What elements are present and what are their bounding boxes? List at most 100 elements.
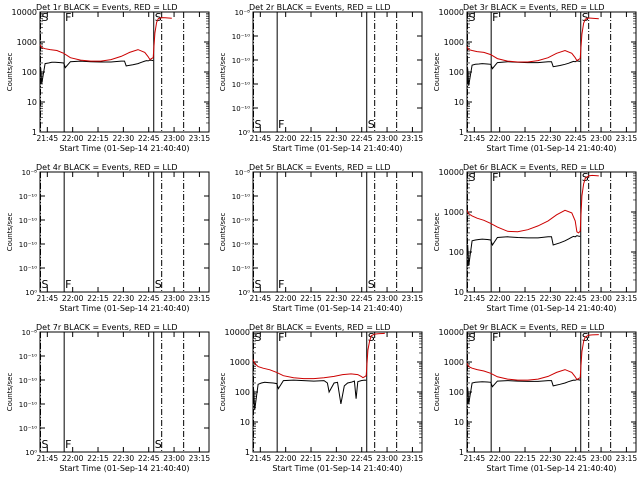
marker-label: S: [42, 438, 49, 451]
x-tick-label: 22:30: [540, 294, 562, 303]
x-tick-label: 22:45: [351, 134, 373, 143]
marker-label: S: [255, 118, 262, 131]
marker-label: S: [155, 11, 162, 24]
x-tick-label: 21:45: [464, 294, 486, 303]
x-tick-label: 22:15: [87, 294, 109, 303]
lld-series-line: [466, 174, 599, 234]
marker-label: S: [368, 278, 375, 291]
events-series-line: [466, 379, 581, 404]
y-tick-label: 10⁻¹⁰: [19, 353, 37, 361]
marker-label: S: [42, 11, 49, 24]
y-axis-label: Counts/sec: [219, 373, 227, 412]
marker-label: F: [65, 278, 71, 291]
marker-label: S: [582, 171, 589, 184]
x-tick-label: 23:00: [376, 134, 398, 143]
x-tick-label: 21:45: [37, 294, 59, 303]
x-tick-label: 23:15: [402, 454, 424, 463]
events-series-line: [466, 235, 581, 266]
marker-label: S: [469, 171, 476, 184]
y-tick-label: 10000: [12, 8, 37, 17]
x-tick-label: 21:45: [250, 454, 272, 463]
x-axis-label: Start Time (01-Sep-14 21:40:40): [59, 304, 189, 313]
x-tick-label: 22:00: [489, 454, 511, 463]
panel-det4r: Det 4r BLACK = Events, RED = LLD 10⁰ 10⁻¹⁰…: [6, 163, 210, 313]
plot-frame: [39, 331, 210, 453]
x-tick-label: 22:30: [113, 294, 135, 303]
x-tick-label: 23:15: [616, 134, 638, 143]
y-tick-label: 10000: [439, 328, 464, 337]
y-tick-label: 10000: [439, 8, 464, 17]
x-tick-label: 23:15: [402, 294, 424, 303]
y-tick-label: 100: [22, 68, 37, 77]
x-tick-label: 21:45: [37, 454, 59, 463]
y-tick-label: 10⁻¹⁰: [232, 193, 250, 201]
y-tick-label: 10⁰: [25, 449, 37, 457]
lld-series-line: [252, 332, 385, 380]
y-tick-label: 10: [27, 98, 37, 107]
x-tick-label: 22:15: [514, 454, 536, 463]
y-axis-label: Counts/sec: [219, 213, 227, 252]
x-tick-label: 22:15: [300, 134, 322, 143]
y-tick-label: 10⁻⁸: [235, 169, 251, 177]
plot-frame: [252, 11, 423, 133]
x-tick-label: 22:45: [565, 294, 587, 303]
y-tick-label: 10⁻¹⁰: [19, 193, 37, 201]
x-tick-label: 22:00: [62, 454, 84, 463]
y-tick-label: 10⁻¹⁰: [19, 401, 37, 409]
x-tick-label: 23:00: [163, 454, 185, 463]
y-tick-label: 10⁻¹⁰: [19, 265, 37, 273]
marker-label: F: [492, 331, 498, 344]
x-axis-label: Start Time (01-Sep-14 21:40:40): [272, 464, 402, 473]
panel-title: Det 4r BLACK = Events, RED = LLD: [36, 163, 178, 172]
x-axis-label: Start Time (01-Sep-14 21:40:40): [486, 464, 616, 473]
marker-label: S: [469, 11, 476, 24]
x-tick-label: 22:45: [351, 454, 373, 463]
y-tick-label: 10⁻¹⁰: [19, 377, 37, 385]
x-axis-label: Start Time (01-Sep-14 21:40:40): [59, 144, 189, 153]
x-tick-label: 21:45: [37, 134, 59, 143]
panel-det6r: Det 6r BLACK = Events, RED = LLD 10 100 100…: [433, 163, 637, 313]
marker-label: F: [278, 118, 284, 131]
y-tick-label: 1: [32, 128, 37, 137]
y-tick-label: 1000: [444, 358, 464, 367]
x-tick-label: 22:30: [540, 454, 562, 463]
y-axis-label: Counts/sec: [6, 213, 14, 252]
x-tick-label: 23:15: [189, 454, 211, 463]
panel-title: Det 7r BLACK = Events, RED = LLD: [36, 323, 178, 332]
y-tick-label: 10⁻⁸: [22, 329, 38, 337]
y-tick-label: 10⁰: [238, 289, 250, 297]
panel-det2r: Det 2r BLACK = Events, RED = LLD 10⁰ 10⁻¹⁰…: [219, 3, 423, 153]
panel-det1r: Det 1r BLACK = Events, RED = LLD 1 10 100 10…: [6, 3, 210, 153]
y-tick-label: 10⁻¹⁰: [232, 265, 250, 273]
y-tick-label: 10⁰: [25, 289, 37, 297]
y-tick-label: 10: [454, 418, 464, 427]
marker-label: S: [582, 11, 589, 24]
y-tick-label: 1: [245, 448, 250, 457]
panel-det9r: Det 9r BLACK = Events, RED = LLD 1 10 100 10…: [433, 323, 637, 473]
marker-label: S: [155, 278, 162, 291]
x-tick-label: 23:00: [590, 454, 612, 463]
y-tick-label: 10⁰: [238, 129, 250, 137]
marker-label: F: [492, 171, 498, 184]
y-tick-label: 10: [240, 418, 250, 427]
x-tick-label: 23:00: [163, 294, 185, 303]
panels-group: Det 1r BLACK = Events, RED = LLD 1 10 100 10…: [6, 3, 637, 473]
x-tick-label: 23:00: [590, 294, 612, 303]
x-tick-label: 22:30: [326, 454, 348, 463]
x-tick-label: 22:15: [300, 454, 322, 463]
marker-label: S: [42, 278, 49, 291]
x-tick-label: 22:00: [489, 134, 511, 143]
x-tick-label: 23:00: [376, 294, 398, 303]
x-tick-label: 22:15: [87, 454, 109, 463]
marker-label: S: [469, 331, 476, 344]
marker-label: F: [492, 11, 498, 24]
marker-label: S: [155, 438, 162, 451]
y-axis-label: Counts/sec: [433, 373, 441, 412]
x-tick-label: 22:45: [138, 294, 160, 303]
x-tick-label: 23:15: [616, 454, 638, 463]
x-tick-label: 23:00: [590, 134, 612, 143]
marker-label: F: [65, 438, 71, 451]
x-tick-label: 21:45: [250, 134, 272, 143]
